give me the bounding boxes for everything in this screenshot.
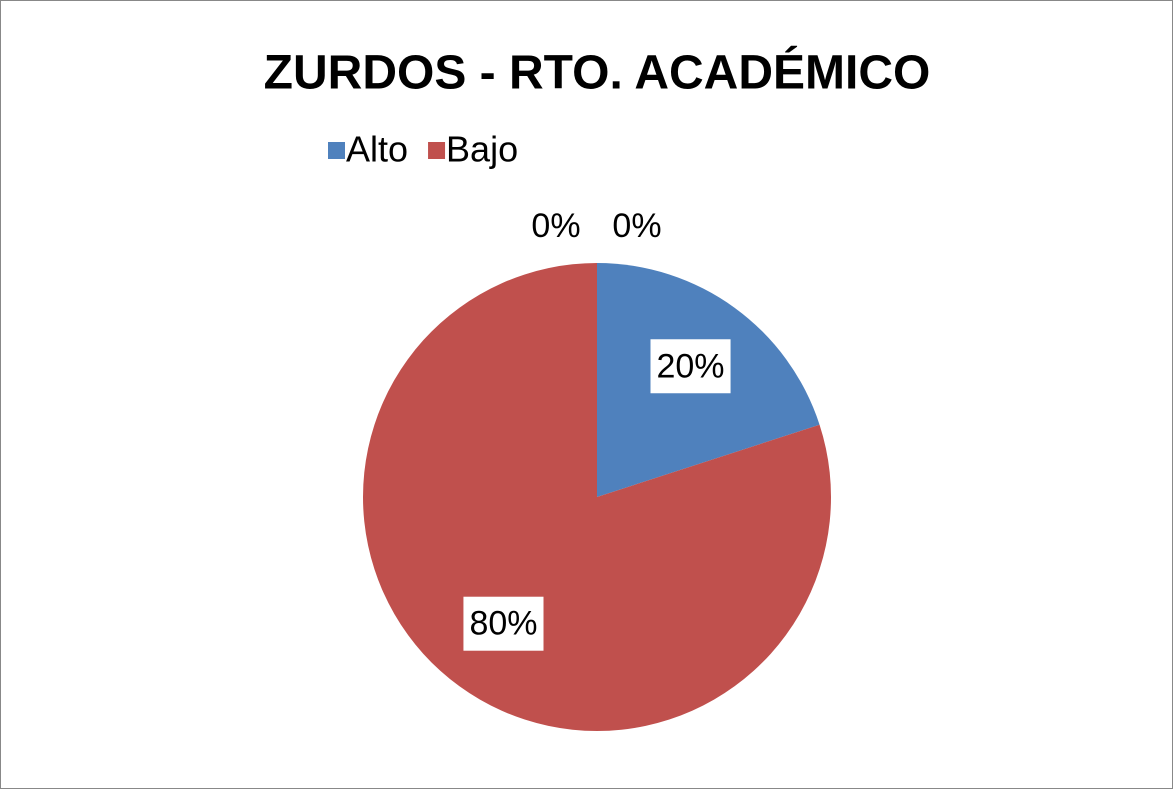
legend-label: Bajo bbox=[446, 129, 518, 170]
data-label: 0% bbox=[531, 207, 580, 245]
data-label-box bbox=[463, 596, 544, 651]
data-label-group: 80% bbox=[463, 596, 544, 651]
legend-swatch bbox=[428, 142, 446, 159]
data-label-group: 0% bbox=[612, 207, 661, 245]
data-label-box bbox=[650, 339, 731, 394]
data-label-group: 0% bbox=[531, 207, 580, 245]
data-label: 20% bbox=[656, 347, 724, 385]
data-label-group: 20% bbox=[650, 339, 731, 394]
data-label: 0% bbox=[612, 207, 661, 245]
chart-title: ZURDOS - RTO. ACADÉMICO bbox=[264, 46, 931, 100]
legend-label: Alto bbox=[346, 129, 408, 170]
data-label: 80% bbox=[469, 605, 537, 643]
legend-swatch bbox=[328, 142, 345, 159]
